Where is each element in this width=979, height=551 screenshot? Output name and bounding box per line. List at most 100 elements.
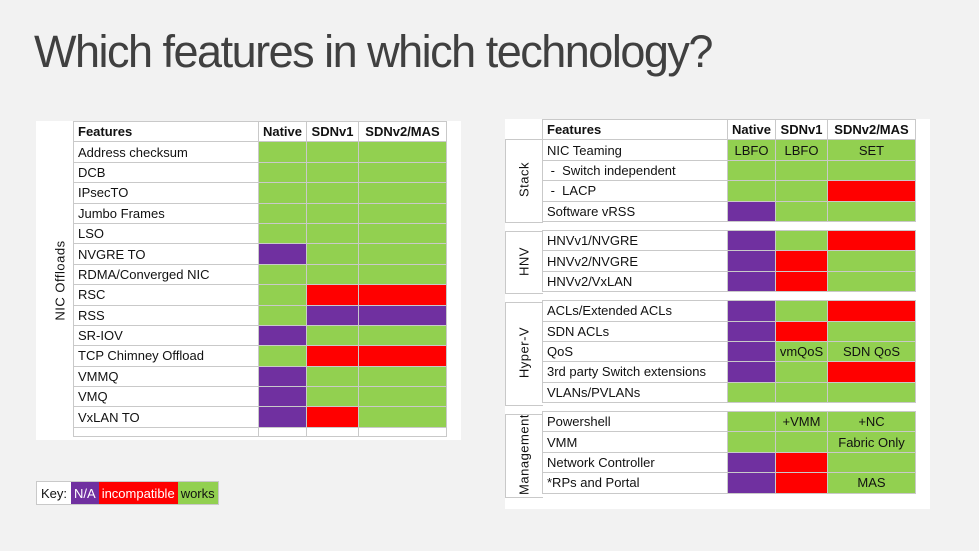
sdnv2-status-cell <box>358 263 447 286</box>
sdnv1-status-cell <box>306 365 359 388</box>
blank-cell <box>73 426 259 437</box>
feature-cell: VMMQ <box>73 365 259 388</box>
sdnv2-status-cell: SDN QoS <box>827 340 916 363</box>
sdnv1-status-cell <box>775 381 828 404</box>
sdnv2-status-cell <box>827 381 916 404</box>
sdnv2-status-cell <box>358 222 447 245</box>
table-row: VxLAN TO <box>73 406 447 428</box>
spacer-cell <box>542 291 728 302</box>
feature-cell: Network Controller <box>542 451 728 474</box>
header-sdnv1: SDNv1 <box>306 120 359 143</box>
native-status-cell <box>727 270 776 293</box>
sdnv2-status-cell <box>827 270 916 293</box>
native-status-cell <box>727 159 776 182</box>
sdnv1-status-cell <box>306 243 359 265</box>
group-divider <box>505 302 543 407</box>
key-na: N/A <box>71 482 99 504</box>
sdnv2-status-cell <box>358 182 447 204</box>
table-row: Network Controller <box>542 451 916 474</box>
sdnv1-status-cell <box>775 472 828 494</box>
feature-cell: QoS <box>542 340 728 363</box>
sdnv1-status-cell: +VMM <box>775 411 828 433</box>
table-row: LSO <box>73 222 447 245</box>
header-features: Features <box>542 118 728 141</box>
native-status-cell <box>258 284 307 306</box>
feature-cell: NIC Teaming <box>542 139 728 161</box>
native-status-cell <box>258 304 307 326</box>
table-row: *RPs and Portal MAS <box>542 472 916 494</box>
spacer-cell <box>827 402 916 413</box>
header-native: Native <box>727 118 776 141</box>
native-status-cell <box>258 263 307 286</box>
native-status-cell <box>727 180 776 202</box>
sdnv1-status-cell <box>775 361 828 383</box>
sdnv1-status-cell <box>306 324 359 347</box>
feature-cell: ACLs/Extended ACLs <box>542 300 728 322</box>
sdnv2-status-cell: +NC <box>827 411 916 433</box>
table-row: Address checksum <box>73 141 447 163</box>
table-header-row: Features Native SDNv1 SDNv2/MAS <box>542 118 916 141</box>
feature-cell: - Switch independent <box>542 159 728 182</box>
feature-cell: Address checksum <box>73 141 259 163</box>
sdnv1-status-cell <box>775 180 828 202</box>
sdnv1-status-cell <box>306 141 359 163</box>
feature-cell: SDN ACLs <box>542 320 728 342</box>
sdnv2-status-cell <box>358 365 447 388</box>
table-row: HNVv2/NVGRE <box>542 250 916 272</box>
sdnv1-status-cell <box>775 270 828 293</box>
feature-cell: RSS <box>73 304 259 326</box>
table-row: NVGRE TO <box>73 243 447 265</box>
table-row: Powershell +VMM +NC <box>542 411 916 433</box>
native-status-cell <box>727 381 776 404</box>
table-row: RSC <box>73 284 447 306</box>
group-divider <box>505 139 543 223</box>
spacer-cell <box>827 291 916 302</box>
sdnv2-status-cell <box>827 300 916 322</box>
sdnv2-status-cell <box>827 320 916 342</box>
spacer-cell <box>542 402 728 413</box>
table-row: QoS vmQoS SDN QoS <box>542 340 916 363</box>
sdnv2-status-cell <box>827 159 916 182</box>
group-spacer-row <box>542 402 916 413</box>
feature-cell: VLANs/PVLANs <box>542 381 728 404</box>
sdnv1-status-cell <box>775 159 828 182</box>
spacer-cell <box>775 402 828 413</box>
page-title: Which features in which technology? <box>34 26 713 77</box>
sdnv1-status-cell: vmQoS <box>775 340 828 363</box>
feature-cell: VMQ <box>73 386 259 408</box>
key-works: works <box>177 482 218 504</box>
table-row: VMMQ <box>73 365 447 388</box>
feature-cell: VMM <box>542 431 728 453</box>
feature-cell: HNVv2/VxLAN <box>542 270 728 293</box>
group-divider <box>505 414 543 498</box>
feature-cell: LSO <box>73 222 259 245</box>
native-status-cell <box>727 340 776 363</box>
sdnv2-status-cell <box>827 361 916 383</box>
sdnv2-status-cell <box>358 406 447 428</box>
feature-cell: RSC <box>73 284 259 306</box>
table-header-row: Features Native SDNv1 SDNv2/MAS <box>73 120 447 143</box>
sdnv2-status-cell <box>827 250 916 272</box>
native-status-cell <box>727 361 776 383</box>
blank-row <box>73 426 447 437</box>
table-row: TCP Chimney Offload <box>73 345 447 367</box>
feature-cell: IPsecTO <box>73 182 259 204</box>
spacer-cell <box>727 220 776 231</box>
sdnv1-status-cell <box>306 386 359 408</box>
table-row: VLANs/PVLANs <box>542 381 916 404</box>
sdnv1-status-cell <box>306 182 359 204</box>
native-status-cell <box>258 202 307 224</box>
table-row: RSS <box>73 304 447 326</box>
sdnv1-status-cell <box>775 451 828 474</box>
header-features: Features <box>73 120 259 143</box>
native-status-cell <box>727 229 776 252</box>
table-row: - LACP <box>542 180 916 202</box>
table-row: 3rd party Switch extensions <box>542 361 916 383</box>
sdnv2-status-cell <box>827 180 916 202</box>
spacer-cell <box>542 220 728 231</box>
table-row: ACLs/Extended ACLs <box>542 300 916 322</box>
sdnv1-status-cell <box>775 200 828 222</box>
sdnv1-status-cell <box>306 304 359 326</box>
spacer-cell <box>827 220 916 231</box>
table-row: IPsecTO <box>73 182 447 204</box>
